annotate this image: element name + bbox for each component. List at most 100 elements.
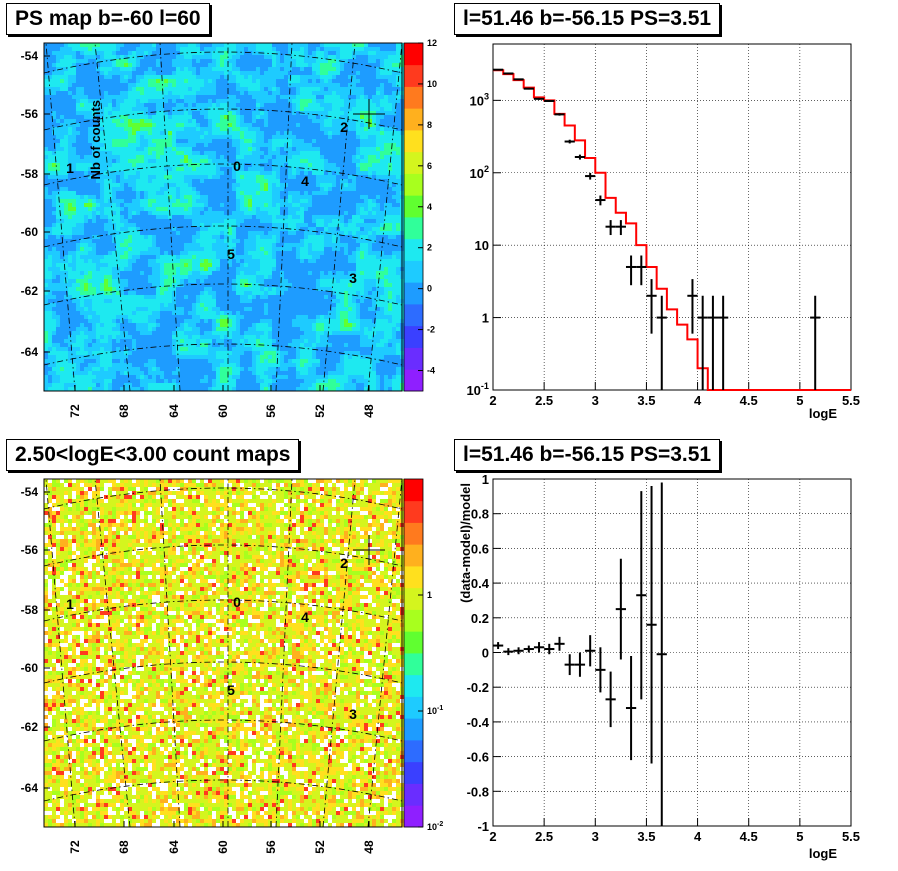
map-pixel <box>80 75 85 80</box>
map-pixel <box>176 159 181 164</box>
map-pixel <box>276 219 281 224</box>
map-pixel <box>328 251 333 256</box>
map-pixel <box>360 47 365 52</box>
map-pixel <box>304 131 309 136</box>
map-pixel <box>52 131 57 136</box>
map-pixel <box>352 55 357 60</box>
map-pixel <box>120 215 125 220</box>
map-pixel <box>120 163 125 168</box>
map-pixel <box>112 163 117 168</box>
map-pixel <box>104 139 109 144</box>
map-pixel <box>184 43 189 48</box>
map-pixel <box>332 255 337 260</box>
map-pixel <box>260 83 265 88</box>
map-pixel <box>192 215 197 220</box>
map-pixel <box>296 151 301 156</box>
map-pixel <box>372 91 377 96</box>
map-pixel <box>360 171 365 176</box>
map-pixel <box>208 119 213 124</box>
map-pixel <box>144 127 149 132</box>
map-pixel <box>96 219 101 224</box>
map-pixel <box>104 199 109 204</box>
map-pixel <box>68 155 73 160</box>
map-pixel <box>64 259 69 264</box>
map-pixel <box>92 215 97 220</box>
map-pixel <box>364 247 369 252</box>
map-pixel <box>392 131 397 136</box>
map-pixel <box>288 79 293 84</box>
map-pixel <box>220 187 225 192</box>
map-pixel <box>376 187 381 192</box>
map-pixel <box>360 43 365 48</box>
map-pixel <box>204 123 209 128</box>
map-pixel <box>384 215 389 220</box>
map-pixel <box>132 259 137 264</box>
map-pixel <box>316 211 321 216</box>
map-pixel <box>120 111 125 116</box>
map-pixel <box>380 107 385 112</box>
map-pixel <box>248 143 253 148</box>
map-pixel <box>308 159 313 164</box>
map-pixel <box>284 147 289 152</box>
map-pixel <box>296 75 301 80</box>
map-pixel <box>204 131 209 136</box>
map-pixel <box>164 123 169 128</box>
map-pixel <box>176 203 181 208</box>
map-pixel <box>96 239 101 244</box>
map-pixel <box>156 135 161 140</box>
map-pixel <box>356 167 361 172</box>
map-pixel <box>268 91 273 96</box>
map-pixel <box>96 171 101 176</box>
map-pixel <box>216 95 221 100</box>
map-pixel <box>220 83 225 88</box>
map-pixel <box>224 79 229 84</box>
map-pixel <box>204 103 209 108</box>
map-pixel <box>152 207 157 212</box>
map-pixel <box>120 231 125 236</box>
map-pixel <box>348 191 353 196</box>
map-pixel <box>100 175 105 180</box>
map-pixel <box>244 223 249 228</box>
map-pixel <box>340 75 345 80</box>
map-pixel <box>228 83 233 88</box>
map-pixel <box>364 127 369 132</box>
map-pixel <box>352 119 357 124</box>
map-pixel <box>296 111 301 116</box>
map-pixel <box>188 251 193 256</box>
map-pixel <box>280 115 285 120</box>
map-pixel <box>200 139 205 144</box>
map-pixel <box>380 231 385 236</box>
map-pixel <box>64 99 69 104</box>
map-pixel <box>348 219 353 224</box>
map-pixel <box>172 223 177 228</box>
map-pixel <box>212 47 217 52</box>
map-pixel <box>104 259 109 264</box>
map-pixel <box>396 139 401 144</box>
map-pixel <box>396 163 401 168</box>
map-pixel <box>364 203 369 208</box>
map-pixel <box>132 87 137 92</box>
map-pixel <box>348 127 353 132</box>
map-pixel <box>368 227 373 232</box>
map-pixel <box>368 43 373 48</box>
map-pixel <box>232 243 237 248</box>
map-pixel <box>60 215 65 220</box>
map-pixel <box>56 55 61 60</box>
map-pixel <box>340 155 345 160</box>
map-pixel <box>320 127 325 132</box>
map-pixel <box>276 159 281 164</box>
map-pixel <box>184 239 189 244</box>
map-pixel <box>296 47 301 52</box>
map-pixel <box>112 179 117 184</box>
map-pixel <box>316 195 321 200</box>
map-pixel <box>260 195 265 200</box>
map-pixel <box>220 95 225 100</box>
map-pixel <box>392 99 397 104</box>
map-pixel <box>208 191 213 196</box>
map-pixel <box>332 195 337 200</box>
map-pixel <box>68 159 73 164</box>
map-pixel <box>368 191 373 196</box>
map-pixel <box>304 191 309 196</box>
map-pixel <box>372 235 377 240</box>
map-pixel <box>364 71 369 76</box>
